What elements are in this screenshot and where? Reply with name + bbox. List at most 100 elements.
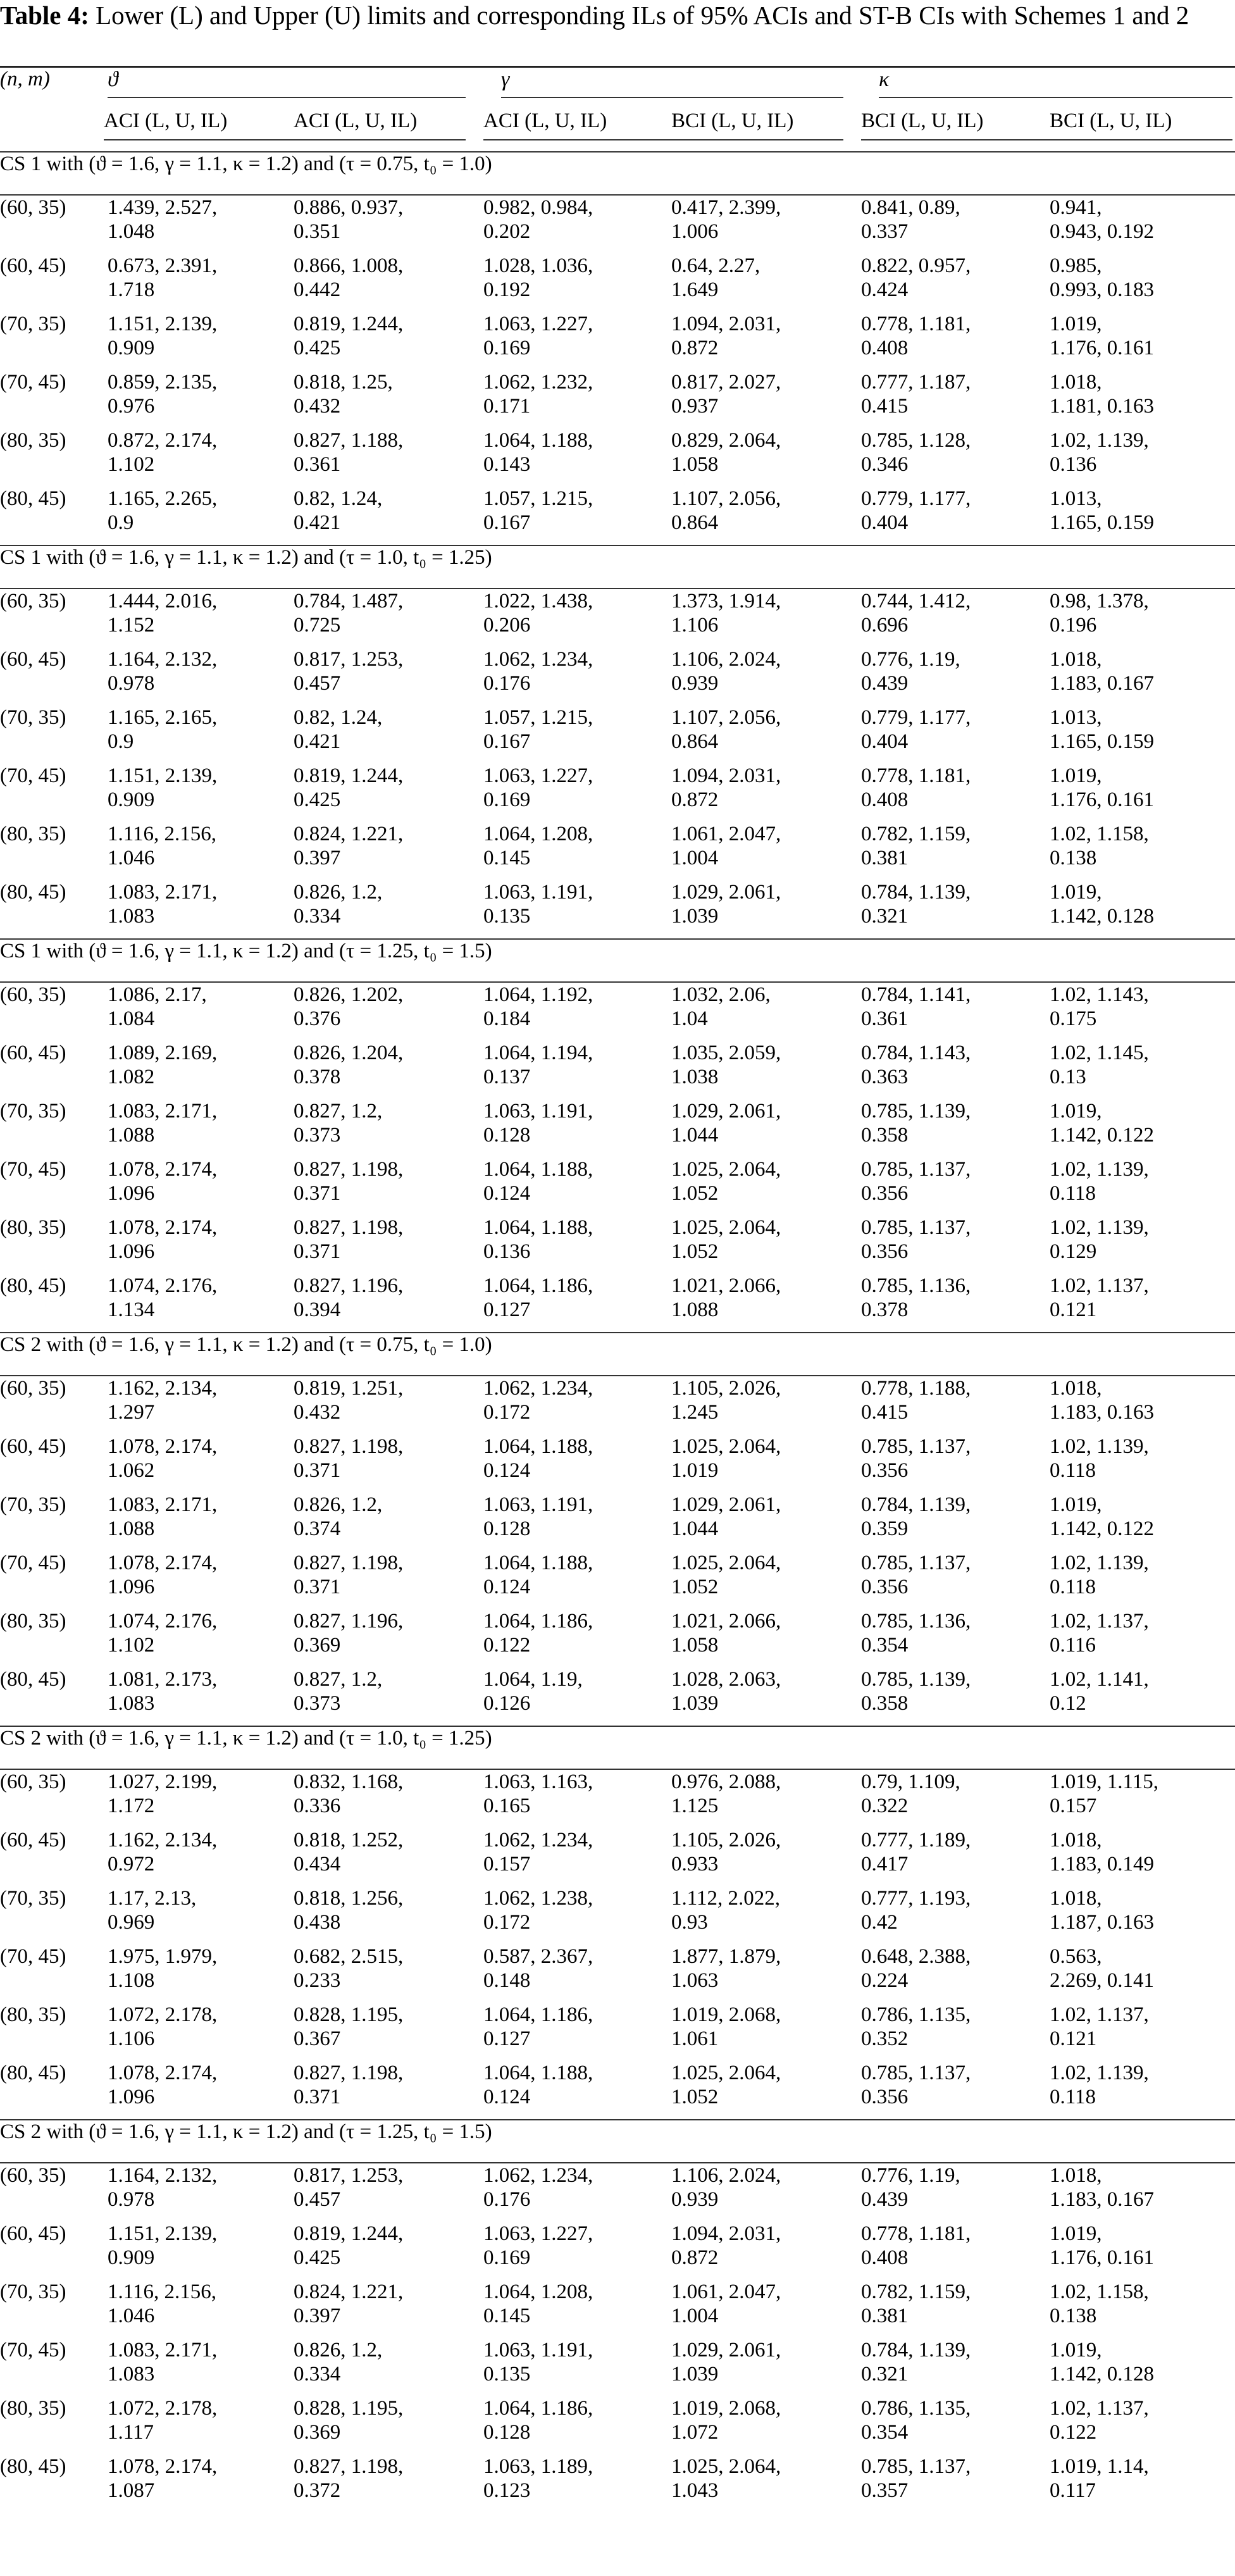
table-cell: 0.827, 1.198, 0.372 <box>294 2455 404 2502</box>
table-cell: 1.086, 2.17, 1.084 <box>108 983 207 1030</box>
table-cell: 1.064, 1.186, 0.127 <box>483 1274 593 1321</box>
table-cell: 1.019, 1.14, 0.117 <box>1050 2455 1149 2502</box>
row-n-m: (80, 35) <box>0 429 66 452</box>
table-cell: 1.019, 1.142, 0.128 <box>1050 881 1154 928</box>
table-cell: 1.029, 2.061, 1.039 <box>671 2339 781 2386</box>
row-n-m: (60, 45) <box>0 2222 66 2245</box>
table-row: (70, 35) 1.083, 2.171, 1.088 0.827, 1.2, 0… <box>0 1099 1235 1157</box>
table-row: (60, 35) 1.444, 2.016, 1.152 0.784, 1.487,… <box>0 588 1235 647</box>
table-row: (80, 35) 1.072, 2.178, 1.117 0.828, 1.195,… <box>0 2396 1235 2455</box>
table-cell: 1.029, 2.061, 1.039 <box>671 881 781 928</box>
table-cell: 1.064, 1.188, 0.124 <box>483 1552 593 1598</box>
table-cell: 0.82, 1.24, 0.421 <box>294 487 383 534</box>
header-col-3: ACI (L, U, IL) <box>483 109 671 152</box>
row-n-m: (80, 45) <box>0 2062 66 2084</box>
table-header: (n, m) ϑ γ κ ACI (L, U, IL) ACI (L, U, I… <box>0 66 1235 152</box>
header-col-2: ACI (L, U, IL) <box>294 109 483 152</box>
table-cell: 1.17, 2.13, 0.969 <box>108 1887 197 1934</box>
table-cell: 1.064, 1.186, 0.128 <box>483 2397 593 2444</box>
table-cell: 1.064, 1.186, 0.122 <box>483 1610 593 1657</box>
table-cell: 0.784, 1.141, 0.361 <box>861 983 971 1030</box>
table-caption: Table 4: Lower (L) and Upper (U) limits … <box>0 1 1235 29</box>
table-cell: 1.116, 2.156, 1.046 <box>108 2280 217 2327</box>
table-cell: 1.083, 2.171, 1.083 <box>108 2339 218 2386</box>
table-cell: 1.061, 2.047, 1.004 <box>671 823 781 869</box>
table-cell: 0.784, 1.487, 0.725 <box>294 590 404 637</box>
header-row-groups: (n, m) ϑ γ κ <box>0 66 1235 110</box>
table-row: (70, 45) 1.083, 2.171, 1.083 0.826, 1.2, 0… <box>0 2338 1235 2396</box>
table-cell: 0.822, 0.957, 0.424 <box>861 254 971 301</box>
table-cell: 0.785, 1.137, 0.356 <box>861 1435 971 1482</box>
table-cell: 1.013, 1.165, 0.159 <box>1050 706 1154 753</box>
table-cell: 0.827, 1.188, 0.361 <box>294 429 404 476</box>
header-row-columns: ACI (L, U, IL) ACI (L, U, IL) ACI (L, U,… <box>0 109 1235 152</box>
table-row: (60, 45) 1.078, 2.174, 1.062 0.827, 1.198,… <box>0 1434 1235 1493</box>
table-cell: 1.019, 1.142, 0.122 <box>1050 1493 1154 1540</box>
table-row: (60, 35) 1.164, 2.132, 0.978 0.817, 1.253,… <box>0 2163 1235 2222</box>
table-cell: 0.776, 1.19, 0.439 <box>861 2164 960 2211</box>
section-title: CS 2 with (ϑ = 1.6, γ = 1.1, κ = 1.2) an… <box>0 1726 1235 1770</box>
table-cell: 1.02, 1.139, 0.118 <box>1050 1435 1149 1482</box>
table-row: (80, 45) 1.083, 2.171, 1.083 0.826, 1.2, 0… <box>0 880 1235 939</box>
table-cell: 0.829, 2.064, 1.058 <box>671 429 781 476</box>
table-cell: 1.105, 2.026, 1.245 <box>671 1377 781 1424</box>
table-cell: 1.063, 1.227, 0.169 <box>483 313 593 359</box>
table-cell: 1.021, 2.066, 1.088 <box>671 1274 781 1321</box>
table-cell: 0.976, 2.088, 1.125 <box>671 1770 781 1817</box>
table-row: (60, 35) 1.027, 2.199, 1.172 0.832, 1.168,… <box>0 1769 1235 1828</box>
table-cell: 1.106, 2.024, 0.939 <box>671 648 781 695</box>
table-cell: 1.063, 1.227, 0.169 <box>483 2222 593 2269</box>
table-cell: 0.985, 0.993, 0.183 <box>1050 254 1154 301</box>
table-cell: 1.151, 2.139, 0.909 <box>108 764 218 811</box>
table-cell: 0.826, 1.204, 0.378 <box>294 1042 404 1088</box>
table-cell: 0.828, 1.195, 0.367 <box>294 2003 404 2050</box>
row-n-m: (60, 35) <box>0 983 66 1006</box>
section-title: CS 1 with (ϑ = 1.6, γ = 1.1, κ = 1.2) an… <box>0 151 1235 196</box>
table-cell: 0.785, 1.137, 0.356 <box>861 2062 971 2108</box>
section-header-row: CS 2 with (ϑ = 1.6, γ = 1.1, κ = 1.2) an… <box>0 2119 1235 2163</box>
table-cell: 1.094, 2.031, 0.872 <box>671 764 781 811</box>
row-n-m: (60, 35) <box>0 196 66 219</box>
table-cell: 1.022, 1.438, 0.206 <box>483 590 593 637</box>
table-cell: 1.107, 2.056, 0.864 <box>671 706 781 753</box>
row-n-m: (60, 35) <box>0 1770 66 1793</box>
table-cell: 1.02, 1.141, 0.12 <box>1050 1668 1149 1715</box>
table-cell: 0.872, 2.174, 1.102 <box>108 429 218 476</box>
table-cell: 1.025, 2.064, 1.052 <box>671 2062 781 2108</box>
table-row: (70, 35) 1.083, 2.171, 1.088 0.826, 1.2, 0… <box>0 1493 1235 1551</box>
table-cell: 0.886, 0.937, 0.351 <box>294 196 404 243</box>
table-cell: 0.827, 1.196, 0.394 <box>294 1274 404 1321</box>
table-cell: 0.648, 2.388, 0.224 <box>861 1945 971 1992</box>
table-cell: 0.819, 1.244, 0.425 <box>294 2222 404 2269</box>
row-n-m: (70, 45) <box>0 764 66 787</box>
table-cell: 1.439, 2.527, 1.048 <box>108 196 218 243</box>
table-cell: 1.02, 1.158, 0.138 <box>1050 2280 1149 2327</box>
table-cell: 1.019, 1.142, 0.128 <box>1050 2339 1154 2386</box>
table-cell: 0.785, 1.137, 0.357 <box>861 2455 971 2502</box>
table-row: (80, 45) 1.165, 2.265, 0.9 0.82, 1.24, 0.4… <box>0 487 1235 545</box>
table-cell: 0.777, 1.187, 0.415 <box>861 371 971 418</box>
table-cell: 0.819, 1.244, 0.425 <box>294 313 404 359</box>
table-cell: 1.062, 1.234, 0.172 <box>483 1377 593 1424</box>
table-cell: 1.02, 1.139, 0.136 <box>1050 429 1149 476</box>
table-cell: 1.02, 1.137, 0.121 <box>1050 2003 1149 2050</box>
table-cell: 0.826, 1.202, 0.376 <box>294 983 404 1030</box>
table-cell: 1.064, 1.208, 0.145 <box>483 823 593 869</box>
table-cell: 0.982, 0.984, 0.202 <box>483 196 593 243</box>
row-n-m: (60, 35) <box>0 590 66 613</box>
table-cell: 1.064, 1.188, 0.124 <box>483 1435 593 1482</box>
table-cell: 0.64, 2.27, 1.649 <box>671 254 760 301</box>
table-cell: 0.827, 1.198, 0.371 <box>294 1552 404 1598</box>
table-cell: 0.785, 1.139, 0.358 <box>861 1668 971 1715</box>
row-n-m: (70, 35) <box>0 706 66 729</box>
table-cell: 1.02, 1.139, 0.118 <box>1050 1552 1149 1598</box>
table-cell: 1.064, 1.188, 0.124 <box>483 2062 593 2108</box>
table-cell: 1.019, 2.068, 1.061 <box>671 2003 781 2050</box>
table-cell: 0.824, 1.221, 0.397 <box>294 823 404 869</box>
section-header-row: CS 2 with (ϑ = 1.6, γ = 1.1, κ = 1.2) an… <box>0 1332 1235 1376</box>
row-n-m: (60, 45) <box>0 1042 66 1064</box>
table-cell: 1.107, 2.056, 0.864 <box>671 487 781 534</box>
table-row: (70, 45) 1.078, 2.174, 1.096 0.827, 1.198,… <box>0 1157 1235 1216</box>
row-n-m: (60, 35) <box>0 1377 66 1400</box>
table-cell: 1.164, 2.132, 0.978 <box>108 648 218 695</box>
